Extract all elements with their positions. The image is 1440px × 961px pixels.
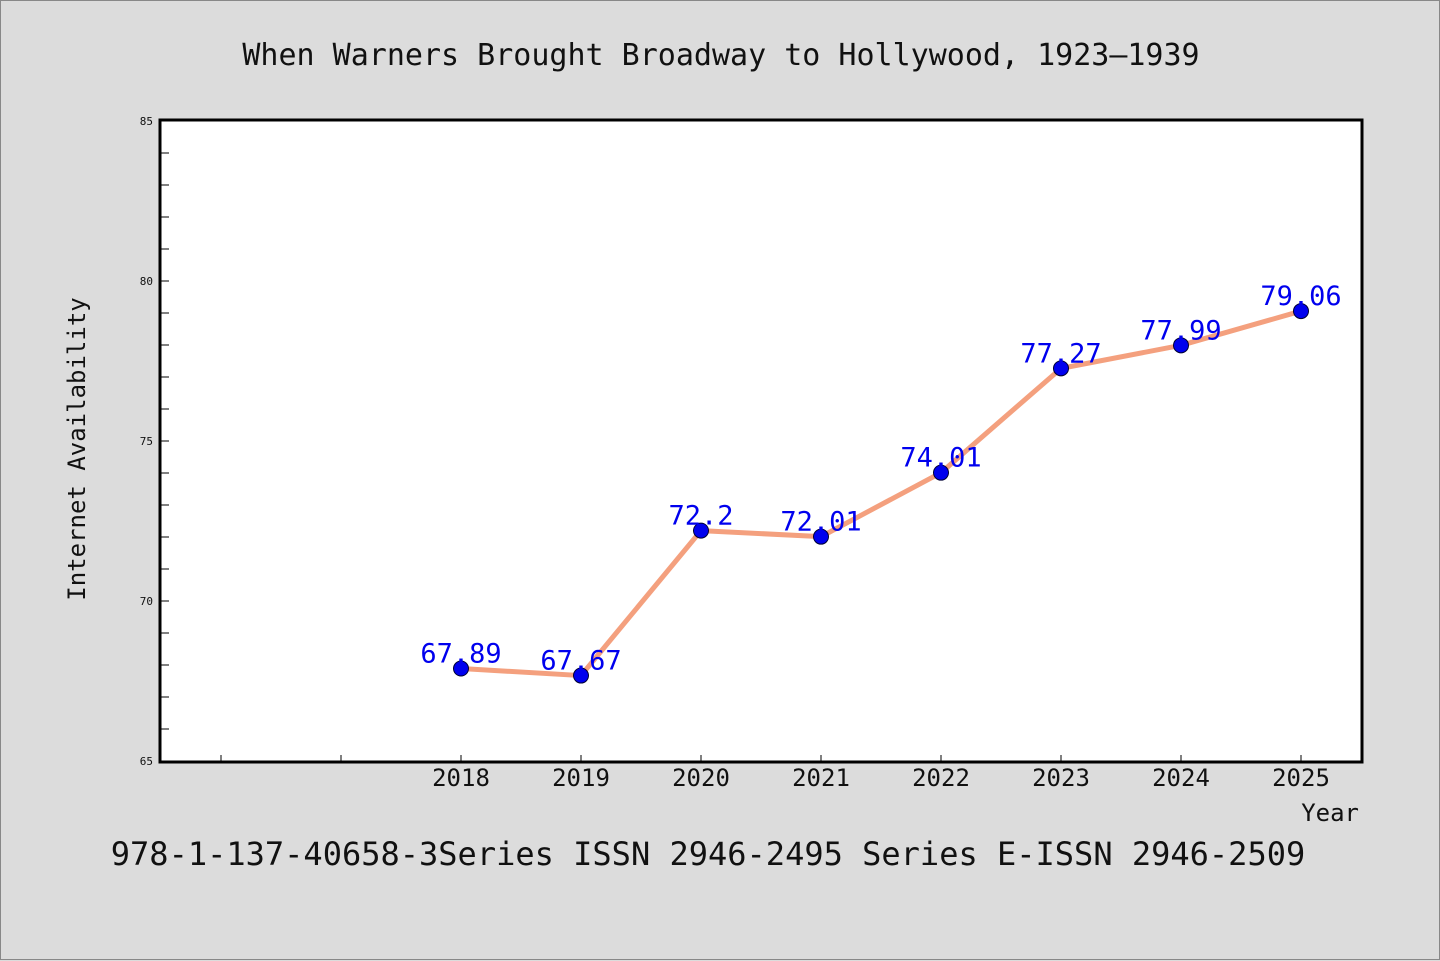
- x-tick-label: 2019: [552, 764, 610, 792]
- x-axis: 2018 2019 2020 2021 2022 2023 2024 2025: [220, 755, 1330, 792]
- data-label: 72.01: [780, 507, 861, 538]
- series-line-group: [453, 303, 1309, 684]
- x-tick-label: 2024: [1152, 764, 1210, 792]
- data-label: 67.89: [420, 639, 501, 670]
- y-tick-label: 80: [140, 275, 153, 288]
- y-axis: 65 70 75 80 85: [140, 115, 169, 768]
- data-label: 72.2: [668, 501, 733, 532]
- plot-area: [158, 118, 1364, 764]
- y-axis-title: Internet Availability: [63, 297, 91, 600]
- series-line: [460, 308, 1302, 679]
- data-label: 77.27: [1020, 338, 1101, 369]
- x-tick-label: 2023: [1032, 764, 1090, 792]
- x-axis-title: Year: [1301, 799, 1359, 827]
- data-label: 77.99: [1140, 315, 1221, 346]
- data-point: [1173, 337, 1189, 354]
- x-tick-label: 2020: [672, 764, 730, 792]
- data-label: 74.01: [900, 443, 981, 474]
- data-label: 79.06: [1260, 281, 1341, 312]
- x-tick-label: 2021: [792, 764, 850, 792]
- chart-title: When Warners Brought Broadway to Hollywo…: [242, 38, 1199, 73]
- y-tick-label: 65: [140, 755, 153, 768]
- data-point: [1053, 360, 1069, 377]
- data-point: [933, 464, 949, 481]
- data-label: 67.67: [540, 646, 621, 677]
- x-tick-label: 2025: [1272, 764, 1330, 792]
- data-point: [453, 660, 469, 677]
- data-point: [693, 522, 709, 539]
- data-point: [813, 528, 829, 545]
- y-tick-label: 75: [140, 435, 153, 448]
- footer-isbn-text: 978-1-137-40658-3Series ISSN 2946-2495 S…: [111, 835, 1305, 873]
- x-tick-label: 2018: [432, 764, 490, 792]
- y-tick-label: 70: [140, 595, 153, 608]
- data-point: [1293, 303, 1309, 320]
- data-labels: 67.89 67.67 72.2 72.01 74.01 77.27 77.99 79.06: [420, 281, 1341, 676]
- x-tick-label: 2022: [912, 764, 970, 792]
- y-tick-label: 85: [140, 115, 153, 128]
- data-point: [573, 667, 589, 684]
